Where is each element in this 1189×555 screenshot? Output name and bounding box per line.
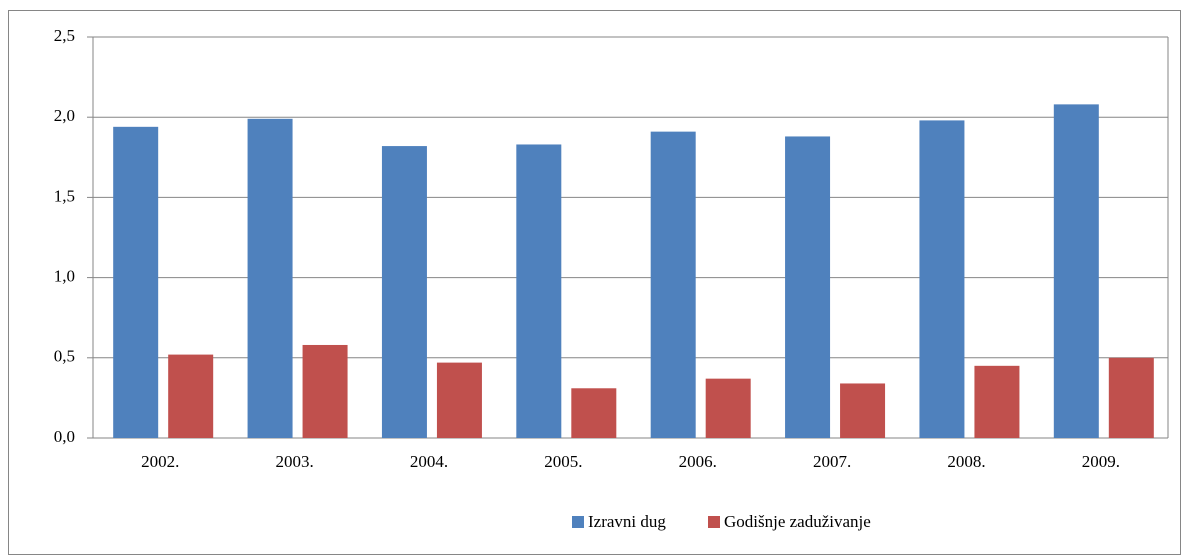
y-tick-label: 1,0 bbox=[54, 267, 75, 286]
x-tick-label: 2003. bbox=[275, 452, 313, 471]
bar bbox=[302, 344, 348, 438]
bar bbox=[919, 120, 965, 439]
y-tick-label: 2,5 bbox=[54, 26, 75, 45]
legend-swatch bbox=[708, 516, 720, 528]
bar bbox=[168, 354, 214, 438]
legend-label: Godišnje zaduživanje bbox=[724, 512, 871, 531]
y-tick-label: 0,0 bbox=[54, 427, 75, 446]
bar bbox=[436, 362, 482, 438]
bar bbox=[785, 136, 831, 438]
bar bbox=[974, 365, 1020, 438]
x-tick-label: 2006. bbox=[679, 452, 717, 471]
x-tick-label: 2008. bbox=[947, 452, 985, 471]
bar bbox=[113, 126, 159, 438]
bar bbox=[1053, 104, 1099, 439]
x-tick-label: 2007. bbox=[813, 452, 851, 471]
y-tick-label: 2,0 bbox=[54, 106, 75, 125]
bar bbox=[705, 378, 751, 438]
y-tick-label: 1,5 bbox=[54, 186, 75, 205]
bar bbox=[840, 383, 886, 438]
x-tick-label: 2005. bbox=[544, 452, 582, 471]
x-tick-label: 2004. bbox=[410, 452, 448, 471]
bar bbox=[1108, 357, 1154, 438]
bar bbox=[247, 118, 293, 438]
legend-label: Izravni dug bbox=[588, 512, 666, 531]
chart-border bbox=[8, 10, 1181, 555]
bar bbox=[381, 146, 427, 438]
bar bbox=[516, 144, 562, 438]
x-tick-label: 2002. bbox=[141, 452, 179, 471]
bar bbox=[571, 388, 617, 438]
x-tick-label: 2009. bbox=[1082, 452, 1120, 471]
y-tick-label: 0,5 bbox=[54, 347, 75, 366]
legend-swatch bbox=[572, 516, 584, 528]
bar bbox=[650, 131, 696, 439]
